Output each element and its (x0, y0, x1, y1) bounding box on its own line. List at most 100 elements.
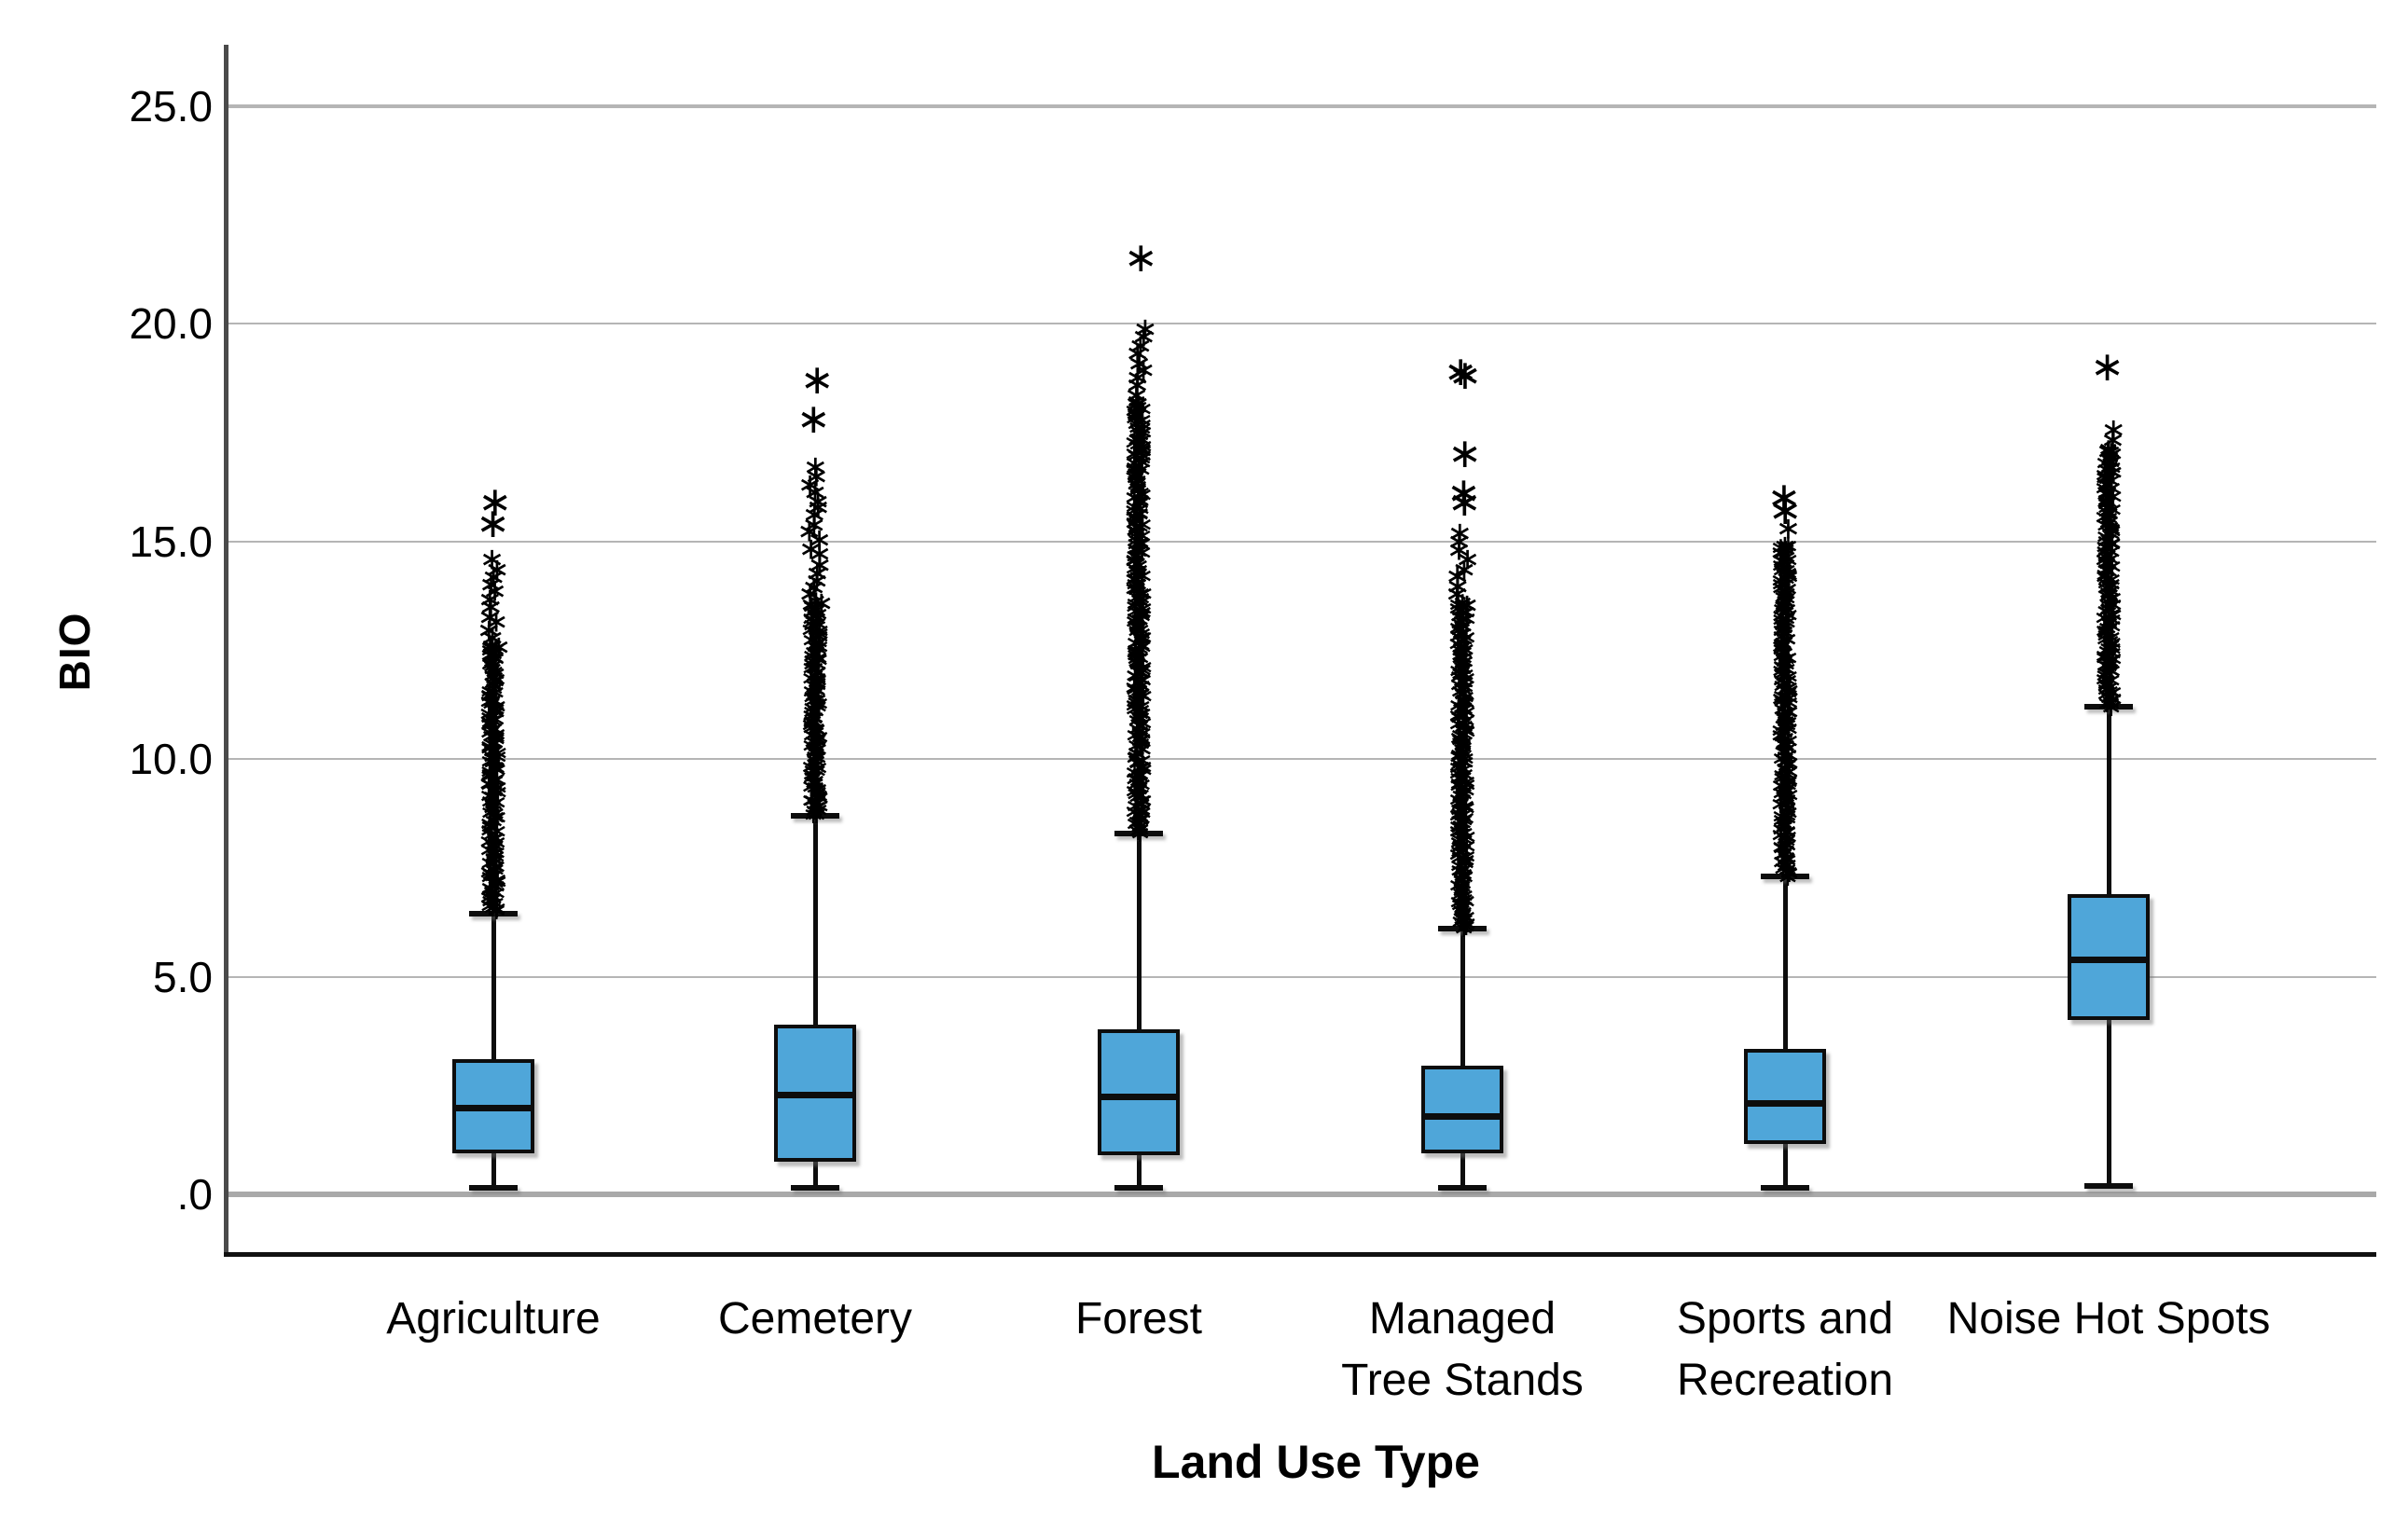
upper-whisker-cap (469, 910, 518, 916)
outlier-asterisk: ∗ (480, 728, 505, 760)
outlier-asterisk: ∗ (486, 777, 510, 808)
outlier-asterisk: ∗ (477, 848, 502, 879)
outlier-asterisk: ∗ (479, 758, 504, 790)
outlier-asterisk: ∗ (482, 713, 506, 745)
outlier-asterisk: ∗ (477, 861, 502, 893)
outlier-asterisk: ∗ (484, 836, 508, 868)
outlier-asterisk: ∗ (481, 572, 508, 608)
outlier-asterisk: ∗ (806, 777, 830, 808)
y-tick-label-20: 20.0 (129, 299, 213, 349)
outlier-asterisk: ∗ (477, 881, 501, 913)
outlier-asterisk: ∗ (484, 719, 509, 751)
outlier-asterisk: ∗ (483, 765, 507, 796)
outlier-asterisk: ∗ (481, 683, 505, 715)
outlier-asterisk: ∗ (802, 794, 826, 826)
outlier-asterisk: ∗ (484, 851, 508, 883)
outlier-asterisk: ∗ (482, 661, 507, 693)
outlier-asterisk: ∗ (481, 843, 505, 875)
outlier-asterisk: ∗ (806, 773, 830, 805)
median-line (452, 1104, 534, 1111)
outlier-asterisk: ∗ (478, 541, 505, 576)
x-category-label-line: Noise Hot Spots (1946, 1294, 2271, 1344)
median-line (1421, 1112, 1503, 1120)
outlier-asterisk: ∗ (485, 802, 509, 834)
outlier-asterisk: ∗ (484, 703, 508, 735)
outlier-asterisk: ∗ (483, 851, 507, 883)
outlier-asterisk: ∗ (808, 781, 832, 813)
outlier-asterisk: ∗ (477, 730, 502, 762)
lower-whisker-line (1783, 1144, 1788, 1188)
outlier-asterisk: ∗ (478, 858, 503, 889)
outlier-asterisk: ∗ (478, 710, 503, 741)
outlier-asterisk: ∗ (486, 771, 510, 803)
extreme-outlier-asterisk: ∗ (1766, 475, 1802, 521)
outlier-asterisk: ∗ (482, 735, 506, 766)
x-category-label-line: Recreation (1676, 1356, 1894, 1405)
gridline-y-25 (228, 104, 2376, 108)
outlier-asterisk: ∗ (480, 735, 505, 766)
outlier-asterisk: ∗ (802, 448, 829, 484)
gridline-y-20 (228, 323, 2376, 325)
outlier-asterisk: ∗ (485, 786, 509, 818)
outlier-asterisk: ∗ (477, 697, 501, 729)
outlier-asterisk: ∗ (480, 686, 505, 718)
x-category-label-line: Forest (1074, 1294, 1203, 1344)
outlier-asterisk: ∗ (477, 761, 502, 792)
outlier-asterisk: ∗ (479, 876, 505, 908)
x-category-label-line: Managed (1368, 1294, 1557, 1344)
outlier-asterisk: ∗ (477, 708, 502, 739)
outlier-asterisk: ∗ (482, 668, 506, 700)
x-category-label-2: Cemetery (718, 1289, 912, 1350)
outlier-asterisk: ∗ (800, 785, 824, 817)
outlier-asterisk: ∗ (478, 631, 503, 663)
lower-whisker-cap (1438, 1184, 1487, 1191)
gridline-y-15 (228, 540, 2376, 543)
outlier-asterisk: ∗ (477, 759, 502, 791)
lower-whisker-line (1137, 1154, 1142, 1188)
outlier-asterisk: ∗ (477, 707, 502, 738)
outlier-asterisk: ∗ (482, 670, 506, 702)
outlier-asterisk: ∗ (477, 566, 505, 601)
outlier-asterisk: ∗ (486, 737, 510, 768)
outlier-asterisk: ∗ (2100, 411, 2127, 447)
outlier-asterisk: ∗ (477, 649, 503, 681)
outlier-asterisk: ∗ (1132, 310, 1158, 346)
outlier-asterisk: ∗ (480, 791, 505, 822)
median-line (1098, 1093, 1180, 1100)
outlier-asterisk: ∗ (484, 696, 508, 728)
outlier-asterisk: ∗ (477, 746, 502, 778)
outlier-asterisk: ∗ (482, 838, 506, 870)
outlier-asterisk: ∗ (477, 814, 502, 846)
outlier-asterisk: ∗ (477, 640, 502, 671)
outlier-asterisk: ∗ (480, 715, 505, 747)
outlier-asterisk: ∗ (480, 705, 505, 737)
outlier-asterisk: ∗ (486, 866, 510, 898)
outlier-asterisk: ∗ (485, 741, 510, 773)
outlier-asterisk: ∗ (481, 744, 505, 776)
outlier-asterisk: ∗ (482, 694, 506, 725)
lower-whisker-line (2107, 1020, 2111, 1186)
gridline-y-5 (228, 975, 2376, 978)
outlier-asterisk: ∗ (477, 588, 505, 624)
extreme-outlier-asterisk: ∗ (476, 501, 510, 547)
outlier-asterisk: ∗ (485, 816, 509, 848)
outlier-asterisk: ∗ (480, 780, 505, 812)
extreme-outlier-asterisk: ∗ (1447, 431, 1483, 477)
outlier-asterisk: ∗ (484, 694, 508, 725)
outlier-asterisk: ∗ (484, 870, 508, 902)
median-line (774, 1091, 856, 1098)
outlier-asterisk: ∗ (482, 655, 506, 687)
outlier-asterisk: ∗ (477, 769, 502, 801)
outlier-asterisk: ∗ (805, 779, 830, 810)
outlier-asterisk: ∗ (483, 887, 507, 918)
outlier-asterisk: ∗ (480, 646, 505, 678)
outlier-asterisk: ∗ (484, 763, 508, 794)
outlier-asterisk: ∗ (485, 827, 509, 858)
outlier-asterisk: ∗ (477, 676, 502, 708)
outlier-asterisk: ∗ (483, 643, 507, 675)
outlier-asterisk: ∗ (480, 747, 505, 779)
outlier-asterisk: ∗ (477, 873, 503, 904)
outlier-asterisk: ∗ (480, 792, 505, 823)
y-axis-line (224, 45, 228, 1254)
upper-whisker-line (1460, 929, 1465, 1067)
